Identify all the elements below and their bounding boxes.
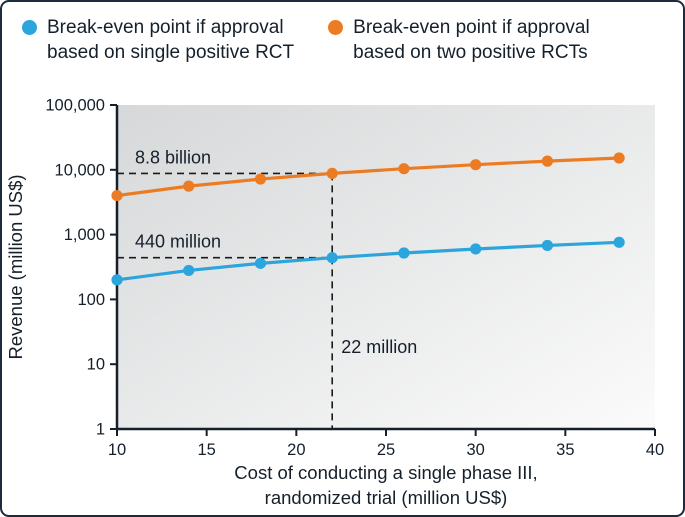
series-marker-0: [613, 236, 625, 248]
legend-label-two-rcts: Break-even point if approval based on tw…: [353, 17, 590, 63]
x-tick-label: 15: [197, 441, 215, 459]
series-marker-0: [254, 257, 267, 269]
series-marker-0: [470, 243, 482, 255]
x-axis-title: randomized trial (million US$): [265, 487, 508, 508]
legend-marker-two-rcts-icon: [328, 20, 344, 35]
series-line-0: [116, 240, 620, 282]
series-marker-0: [183, 264, 195, 277]
x-tick-label: 20: [287, 441, 305, 459]
series-marker-1: [613, 152, 625, 164]
y-tick-label: 100,000: [45, 97, 105, 115]
series-marker-1: [111, 189, 123, 202]
annotation-label: 8.8 billion: [135, 147, 211, 167]
x-tick-label: 40: [646, 441, 664, 459]
legend-marker-single-rct-icon: [22, 20, 37, 35]
series-marker-0: [398, 247, 410, 259]
series-marker-1: [541, 155, 554, 167]
y-tick-label: 1: [96, 421, 105, 439]
series-marker-1: [183, 180, 195, 192]
x-axis-title: Cost of conducting a single phase III,: [234, 462, 537, 483]
series-marker-1: [254, 173, 267, 185]
y-axis-title: Revenue (million US$): [5, 174, 26, 359]
series-marker-1: [470, 159, 482, 171]
series-marker-1: [398, 163, 410, 175]
x-tick-label: 35: [556, 441, 574, 459]
series-marker-0: [111, 274, 123, 286]
legend-label-single-rct: Break-even point if approval based on si…: [47, 17, 295, 63]
y-tick-label: 10,000: [55, 161, 105, 179]
chart-legend: Break-even point if approval based on si…: [2, 2, 683, 65]
annotation-label: 22 million: [341, 337, 417, 357]
y-tick-label: 100: [77, 291, 105, 309]
annotation-label: 440 million: [135, 232, 221, 252]
y-tick-label: 1,000: [64, 226, 105, 244]
x-tick-label: 25: [377, 441, 395, 459]
y-tick-label: 10: [87, 356, 105, 374]
series-marker-1: [326, 167, 338, 179]
series-line-1: [116, 156, 620, 198]
legend-item-two-rcts: Break-even point if approval based on tw…: [328, 15, 590, 65]
series-marker-0: [326, 252, 338, 264]
x-tick-label: 30: [466, 441, 484, 459]
series-marker-0: [541, 239, 554, 252]
x-tick-label: 10: [108, 441, 126, 459]
legend-item-single-rct: Break-even point if approval based on si…: [22, 15, 294, 65]
